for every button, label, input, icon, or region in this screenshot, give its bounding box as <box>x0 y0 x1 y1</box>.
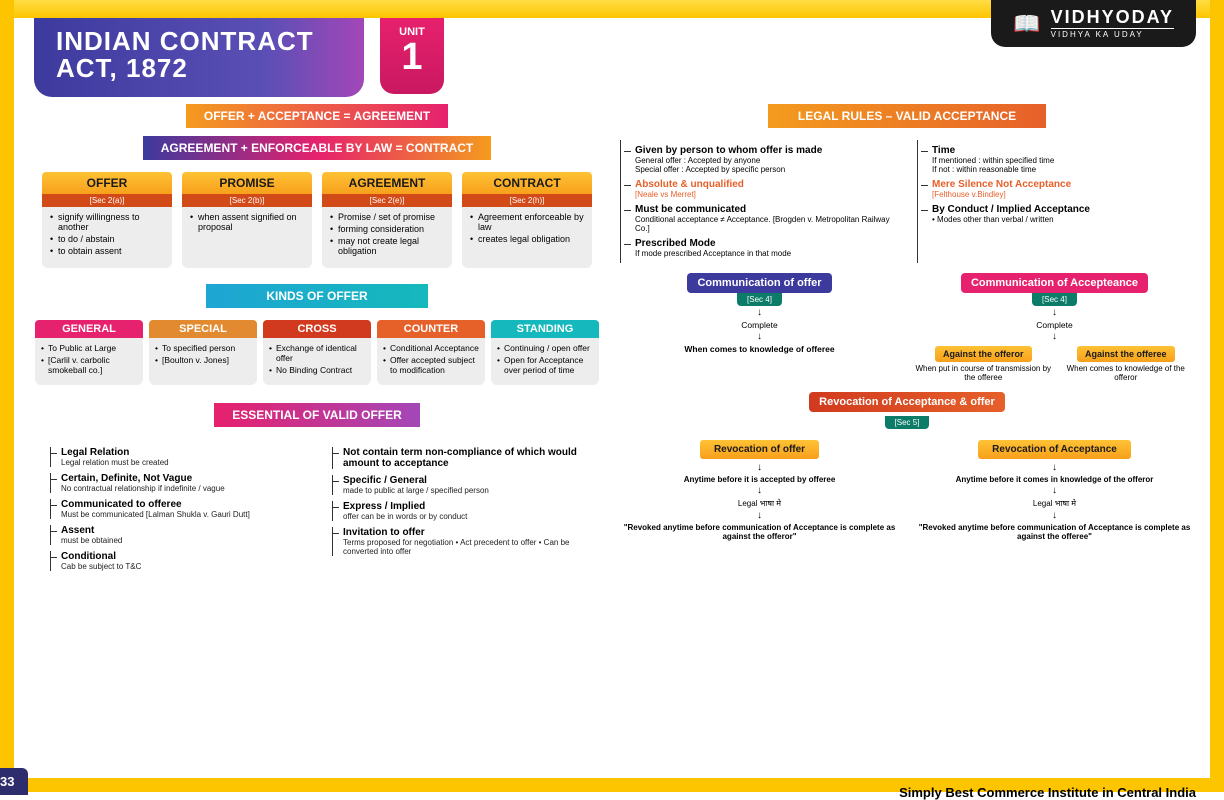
eq1-banner: OFFER + ACCEPTANCE = AGREEMENT <box>186 104 448 128</box>
kind-box: STANDINGContinuing / open offerOpen for … <box>491 320 599 385</box>
essential-grid: Legal RelationLegal relation must be cre… <box>30 441 604 577</box>
revocation-section: Revocation of Acceptance & offer [Sec 5]… <box>620 392 1194 541</box>
comm-col: Communication of offer[Sec 4]↓Complete↓W… <box>620 273 899 382</box>
tagline: Simply Best Commerce Institute in Centra… <box>899 785 1196 800</box>
right-column: LEGAL RULES – VALID ACCEPTANCE Given by … <box>620 100 1194 764</box>
kinds-row: GENERALTo Public at Large[Carlil v. carb… <box>30 320 604 385</box>
logo-sub: VIDHYA KA UDAY <box>1051 28 1174 39</box>
def-box: CONTRACT[Sec 2(h)]Agreement enforceable … <box>462 172 592 268</box>
kind-box: GENERALTo Public at Large[Carlil v. carb… <box>35 320 143 385</box>
kinds-banner: KINDS OF OFFER <box>206 284 427 308</box>
logo-icon: 📖 <box>1013 11 1040 37</box>
definitions-row: OFFER[Sec 2(a)]signify willingness to an… <box>30 172 604 268</box>
comm-col: Communication of Accepteance[Sec 4]↓Comp… <box>915 273 1194 382</box>
def-box: OFFER[Sec 2(a)]signify willingness to an… <box>42 172 172 268</box>
revoc-title: Revocation of Acceptance & offer <box>809 392 1005 412</box>
eq2-banner: AGREEMENT + ENFORCEABLE BY LAW = CONTRAC… <box>143 136 491 160</box>
revoc-col: Revocation of Acceptance↓Anytime before … <box>915 438 1194 541</box>
logo: 📖 VIDHYODAY VIDHYA KA UDAY <box>991 0 1196 47</box>
rules-banner: LEGAL RULES – VALID ACCEPTANCE <box>768 104 1046 128</box>
logo-title: VIDHYODAY <box>1051 8 1174 26</box>
kind-box: COUNTERConditional AcceptanceOffer accep… <box>377 320 485 385</box>
def-box: PROMISE[Sec 2(b)]when assent signified o… <box>182 172 312 268</box>
left-column: OFFER + ACCEPTANCE = AGREEMENT AGREEMENT… <box>30 100 604 764</box>
unit-badge: UNIT 1 <box>380 18 444 94</box>
def-box: AGREEMENT[Sec 2(e)]Promise / set of prom… <box>322 172 452 268</box>
kind-box: CROSSExchange of identical offerNo Bindi… <box>263 320 371 385</box>
kind-box: SPECIALTo specified person[Boulton v. Jo… <box>149 320 257 385</box>
revoc-sec: [Sec 5] <box>885 416 930 429</box>
revoc-col: Revocation of offer↓Anytime before it is… <box>620 438 899 541</box>
communication-box: Communication of offer[Sec 4]↓Complete↓W… <box>620 273 1194 382</box>
ess-banner: ESSENTIAL OF VALID OFFER <box>214 403 420 427</box>
page-number: 33 <box>0 768 28 795</box>
page-title: INDIAN CONTRACTACT, 1872 <box>34 18 364 97</box>
rules-box: Given by person to whom offer is madeGen… <box>620 140 1194 263</box>
